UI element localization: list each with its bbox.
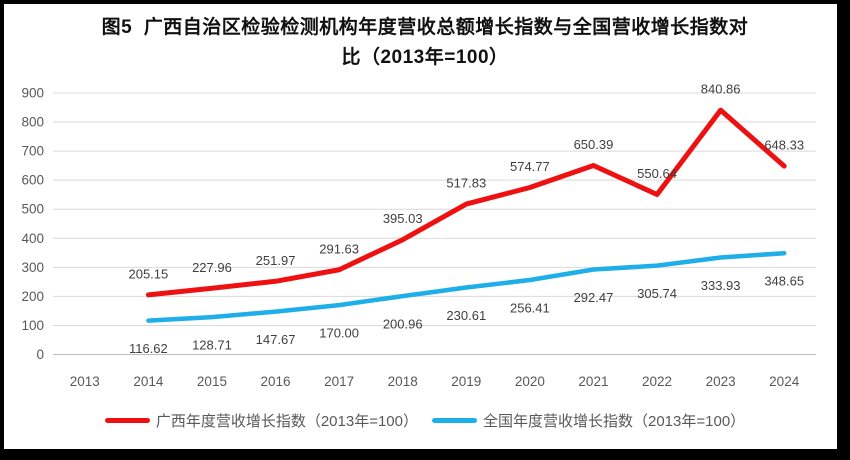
data-label: 291.63: [319, 241, 359, 256]
x-tick-label: 2020: [515, 374, 545, 389]
legend-item-guangxi: 广西年度营收增长指数（2013年=100）: [104, 410, 418, 431]
x-tick-label: 2017: [324, 374, 354, 389]
data-label: 650.39: [574, 137, 614, 152]
x-tick-label: 2015: [197, 374, 227, 389]
data-label: 648.33: [764, 138, 804, 153]
y-tick-label: 700: [21, 144, 44, 159]
series-line: [145, 107, 787, 298]
x-tick-label: 2021: [578, 374, 608, 389]
data-label: 256.41: [510, 300, 550, 315]
y-tick-label: 900: [21, 86, 44, 101]
legend-swatch-national-icon: [432, 417, 477, 423]
data-label: 395.03: [383, 211, 423, 226]
x-tick-label: 2023: [706, 374, 736, 389]
data-label: 517.83: [446, 176, 486, 191]
y-tick-label: 300: [21, 260, 44, 275]
y-tick-label: 100: [21, 318, 44, 333]
x-tick-label: 2014: [133, 374, 164, 389]
data-label: 205.15: [128, 266, 168, 281]
data-label: 292.47: [574, 290, 614, 305]
legend-item-national: 全国年度营收增长指数（2013年=100）: [432, 410, 745, 431]
y-tick-label: 0: [36, 347, 44, 362]
data-label: 128.71: [192, 338, 232, 353]
data-label: 333.93: [701, 278, 741, 293]
x-tick-label: 2016: [261, 374, 291, 389]
y-tick-label: 800: [21, 115, 44, 130]
data-label: 147.67: [256, 332, 296, 347]
x-tick-label: 2013: [70, 374, 100, 389]
data-label: 348.65: [764, 274, 804, 289]
series-line: [146, 250, 787, 323]
x-tick-label: 2018: [388, 374, 418, 389]
legend: 广西年度营收增长指数（2013年=100） 全国年度营收增长指数（2013年=1…: [0, 407, 850, 433]
data-label: 170.00: [319, 326, 359, 341]
data-label: 305.74: [637, 286, 677, 301]
y-tick-label: 500: [21, 202, 44, 217]
data-label: 200.96: [383, 317, 423, 332]
x-tick-label: 2022: [642, 374, 672, 389]
data-label: 574.77: [510, 159, 550, 174]
legend-swatch-guangxi-icon: [104, 417, 150, 423]
data-label: 116.62: [129, 341, 168, 356]
x-tick-label: 2024: [769, 374, 800, 389]
legend-label-guangxi: 广西年度营收增长指数（2013年=100）: [155, 412, 418, 430]
data-label: 251.97: [256, 253, 296, 268]
data-label: 227.96: [192, 260, 232, 275]
x-tick-label: 2019: [451, 374, 481, 389]
legend-label-national: 全国年度营收增长指数（2013年=100）: [483, 412, 746, 430]
chart-title: 图5 广西自治区检验检测机构年度营收总额增长指数与全国营收增长指数对比（2013…: [101, 17, 749, 68]
y-tick-label: 600: [21, 173, 44, 188]
data-label: 840.86: [701, 82, 741, 97]
data-label: 230.61: [446, 308, 486, 323]
data-label: 550.64: [637, 166, 677, 181]
y-tick-label: 200: [21, 289, 44, 304]
y-tick-label: 400: [21, 231, 44, 246]
